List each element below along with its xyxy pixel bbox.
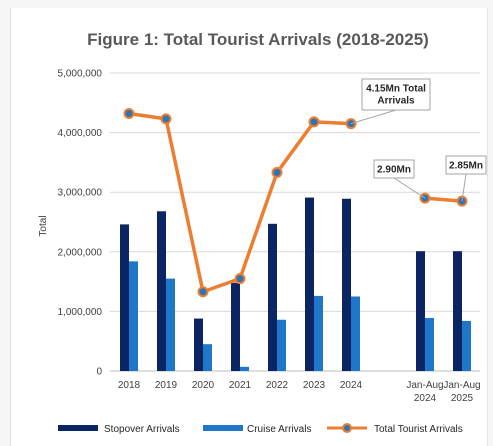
bar-stopover-arrivals (120, 224, 129, 371)
bar-cruise-arrivals (240, 366, 249, 371)
x-tick-label: 2022 (266, 380, 289, 391)
total-arrivals-point (234, 273, 246, 285)
legend-label: Stopover Arrivals (104, 424, 180, 435)
total-arrivals-line (424, 196, 463, 203)
legend-label: Total Tourist Arrivals (374, 424, 463, 435)
bar-cruise-arrivals (203, 344, 212, 371)
y-tick-label: 2,000,000 (58, 247, 103, 258)
bar-cruise-arrivals (129, 261, 138, 371)
x-tick-label: 2018 (118, 380, 141, 391)
bar-cruise-arrivals (166, 278, 175, 371)
total-arrivals-point (308, 116, 320, 128)
x-tick-label: 2023 (303, 380, 326, 391)
y-axis-ticks: 0 1,000,000 2,000,000 3,000,000 4,000,000 5,0… (58, 69, 103, 378)
bar-stopover-arrivals (305, 197, 314, 371)
callout-box (361, 78, 431, 111)
legend-swatch (58, 425, 98, 431)
x-tick-label: 2019 (155, 380, 178, 391)
total-arrivals-point (197, 286, 209, 298)
callout-leader (393, 177, 426, 199)
bar-cruise-arrivals (314, 295, 323, 371)
bar-stopover-arrivals (231, 282, 240, 371)
bar-cruise-arrivals (462, 320, 471, 371)
callout-leader (461, 173, 467, 202)
chart-title: Figure 1: Total Tourist Arrivals (2018-2… (87, 30, 429, 49)
y-axis-label: Total (38, 215, 49, 236)
total-arrivals-point (271, 167, 283, 179)
callout-box (373, 159, 415, 179)
x-tick-label: 2024 (340, 380, 363, 391)
legend: Stopover Arrivals Cruise Arrivals Total To… (58, 423, 463, 435)
x-tick-label: 2020 (192, 380, 215, 391)
x-tick-label: Jan-Aug 2025 (443, 380, 480, 404)
bar-stopover-arrivals (157, 211, 166, 371)
callouts: 4.15Mn Total Arrivals 2.90Mn 2.85Mn (350, 78, 487, 202)
bar-stopover-arrivals (268, 223, 277, 371)
bar-stopover-arrivals (342, 198, 351, 371)
line-series (123, 108, 468, 298)
x-tick-label: 2021 (229, 380, 252, 391)
callout-label: 2.85Mn (449, 161, 483, 172)
x-tick-label: Jan-Aug 2024 (406, 380, 443, 404)
total-arrivals-point (123, 108, 135, 120)
bar-cruise-arrivals (351, 296, 360, 371)
legend-marker (342, 423, 352, 433)
y-tick-label: 4,000,000 (58, 128, 103, 139)
total-arrivals-point (160, 113, 172, 125)
bar-cruise-arrivals (277, 319, 286, 371)
y-tick-label: 3,000,000 (58, 188, 103, 199)
callout-box (445, 155, 487, 175)
bar-stopover-arrivals (194, 318, 203, 371)
callout-label: 4.15Mn Total Arrivals (366, 84, 426, 107)
bar-cruise-arrivals (425, 317, 434, 371)
x-axis-ticks: 2018 2019 2020 2021 2022 2023 2024 Jan-Aug 2024J… (118, 380, 481, 404)
y-tick-label: 0 (96, 367, 102, 378)
bar-series (120, 197, 471, 371)
y-tick-label: 1,000,000 (58, 307, 103, 318)
legend-label: Cruise Arrivals (247, 424, 311, 435)
y-tick-label: 5,000,000 (58, 69, 103, 80)
callout-label: 2.90Mn (377, 165, 411, 176)
bar-stopover-arrivals (453, 251, 462, 371)
callout-leader (350, 109, 397, 125)
bar-stopover-arrivals (416, 251, 425, 371)
legend-swatch (203, 425, 243, 431)
